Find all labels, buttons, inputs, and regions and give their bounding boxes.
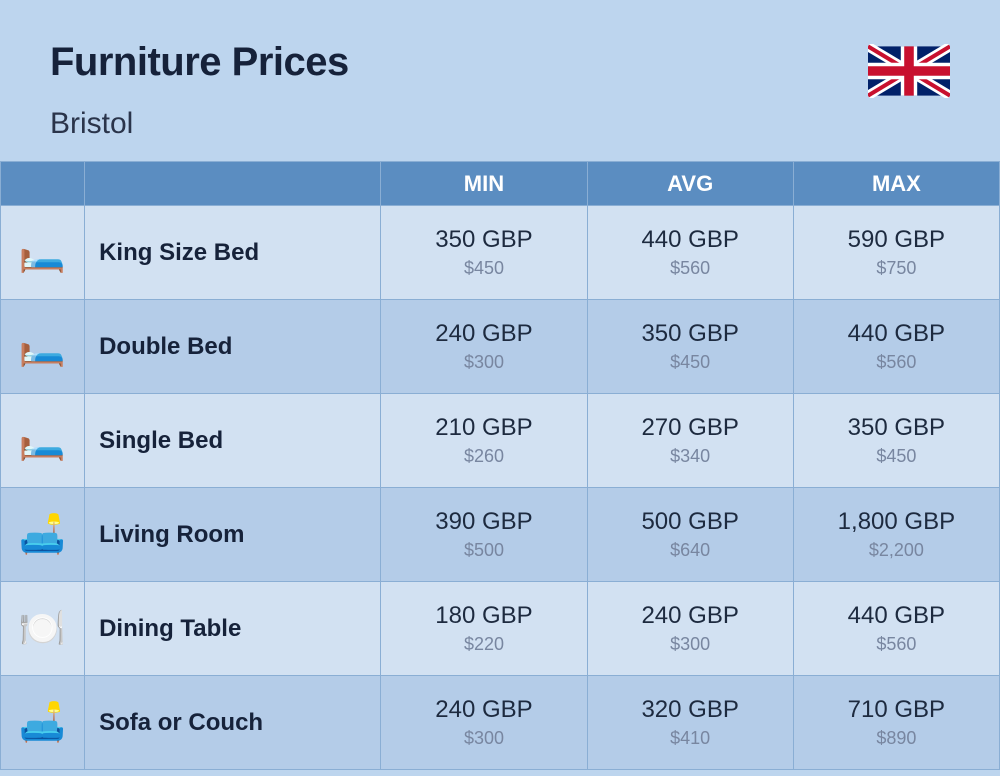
avg-primary: 320 GBP xyxy=(588,696,793,724)
avg-primary: 240 GBP xyxy=(588,602,793,630)
table-row: 🛋️Living Room390 GBP $500500 GBP $6401,800… xyxy=(1,488,1000,582)
row-icon: 🛋️ xyxy=(1,488,85,582)
avg-secondary: $640 xyxy=(588,540,793,561)
avg-primary: 270 GBP xyxy=(588,414,793,442)
row-avg: 500 GBP $640 xyxy=(587,488,793,582)
row-max: 440 GBP $560 xyxy=(793,582,999,676)
avg-primary: 440 GBP xyxy=(588,226,793,254)
row-icon: 🛏️ xyxy=(1,206,85,300)
prices-table: MIN AVG MAX 🛏️King Size Bed350 GBP$45044… xyxy=(0,161,1000,770)
min-primary: 390 GBP xyxy=(381,508,586,536)
header-min: MIN xyxy=(381,162,587,206)
min-primary: 240 GBP xyxy=(381,320,586,348)
row-icon: 🛏️ xyxy=(1,300,85,394)
max-primary: 440 GBP xyxy=(794,320,999,348)
min-secondary: $500 xyxy=(381,540,586,561)
row-min: 180 GBP $220 xyxy=(381,582,587,676)
table-row: 🛏️Double Bed240 GBP $300350 GBP $450440 GB… xyxy=(1,300,1000,394)
row-name: King Size Bed xyxy=(85,206,381,300)
min-secondary: $300 xyxy=(381,352,586,373)
avg-secondary: $410 xyxy=(588,728,793,749)
max-secondary: $560 xyxy=(794,352,999,373)
row-name: Living Room xyxy=(85,488,381,582)
min-primary: 240 GBP xyxy=(381,696,586,724)
page-title: Furniture Prices xyxy=(50,40,349,85)
row-min: 240 GBP $300 xyxy=(381,300,587,394)
header-max: MAX xyxy=(793,162,999,206)
table-row: 🛏️Single Bed210 GBP $260270 GBP $340350 GB… xyxy=(1,394,1000,488)
title-block: Furniture Prices Bristol xyxy=(50,40,349,141)
row-name: Single Bed xyxy=(85,394,381,488)
min-secondary: $220 xyxy=(381,634,586,655)
row-avg: 320 GBP $410 xyxy=(587,676,793,770)
row-min: 390 GBP $500 xyxy=(381,488,587,582)
avg-primary: 500 GBP xyxy=(588,508,793,536)
table-header-row: MIN AVG MAX xyxy=(1,162,1000,206)
avg-secondary: $300 xyxy=(588,634,793,655)
avg-secondary: $340 xyxy=(588,446,793,467)
row-min: 240 GBP $300 xyxy=(381,676,587,770)
row-min: 350 GBP $450 xyxy=(381,206,587,300)
row-avg: 350 GBP $450 xyxy=(587,300,793,394)
row-name: Dining Table xyxy=(85,582,381,676)
row-icon: 🛋️ xyxy=(1,676,85,770)
header-avg: AVG xyxy=(587,162,793,206)
table-row: 🛏️King Size Bed350 GBP $450440 GBP $560590… xyxy=(1,206,1000,300)
row-name: Double Bed xyxy=(85,300,381,394)
row-icon: 🛏️ xyxy=(1,394,85,488)
table-row: 🛋️Sofa or Couch240 GBP $300320 GBP $410710… xyxy=(1,676,1000,770)
avg-secondary: $450 xyxy=(588,352,793,373)
max-secondary: $2,200 xyxy=(794,540,999,561)
row-min: 210 GBP $260 xyxy=(381,394,587,488)
max-primary: 1,800 GBP xyxy=(794,508,999,536)
row-max: 710 GBP $890 xyxy=(793,676,999,770)
row-max: 350 GBP $450 xyxy=(793,394,999,488)
min-secondary: $300 xyxy=(381,728,586,749)
row-avg: 270 GBP $340 xyxy=(587,394,793,488)
max-secondary: $450 xyxy=(794,446,999,467)
avg-primary: 350 GBP xyxy=(588,320,793,348)
max-primary: 590 GBP xyxy=(794,226,999,254)
max-secondary: $890 xyxy=(794,728,999,749)
header-icon-col xyxy=(1,162,85,206)
min-secondary: $450 xyxy=(381,258,586,279)
row-icon: 🍽️ xyxy=(1,582,85,676)
max-primary: 710 GBP xyxy=(794,696,999,724)
min-primary: 350 GBP xyxy=(381,226,586,254)
row-max: 590 GBP $750 xyxy=(793,206,999,300)
max-primary: 350 GBP xyxy=(794,414,999,442)
row-max: 440 GBP $560 xyxy=(793,300,999,394)
page-subtitle: Bristol xyxy=(50,107,349,141)
header-name-col xyxy=(85,162,381,206)
table-row: 🍽️Dining Table180 GBP $220240 GBP $300440 … xyxy=(1,582,1000,676)
min-primary: 180 GBP xyxy=(381,602,586,630)
max-secondary: $750 xyxy=(794,258,999,279)
row-max: 1,800 GBP $2,200 xyxy=(793,488,999,582)
max-secondary: $560 xyxy=(794,634,999,655)
uk-flag-icon xyxy=(868,44,950,98)
avg-secondary: $560 xyxy=(588,258,793,279)
row-avg: 440 GBP $560 xyxy=(587,206,793,300)
row-name: Sofa or Couch xyxy=(85,676,381,770)
min-secondary: $260 xyxy=(381,446,586,467)
min-primary: 210 GBP xyxy=(381,414,586,442)
row-avg: 240 GBP $300 xyxy=(587,582,793,676)
max-primary: 440 GBP xyxy=(794,602,999,630)
header: Furniture Prices Bristol xyxy=(0,0,1000,161)
